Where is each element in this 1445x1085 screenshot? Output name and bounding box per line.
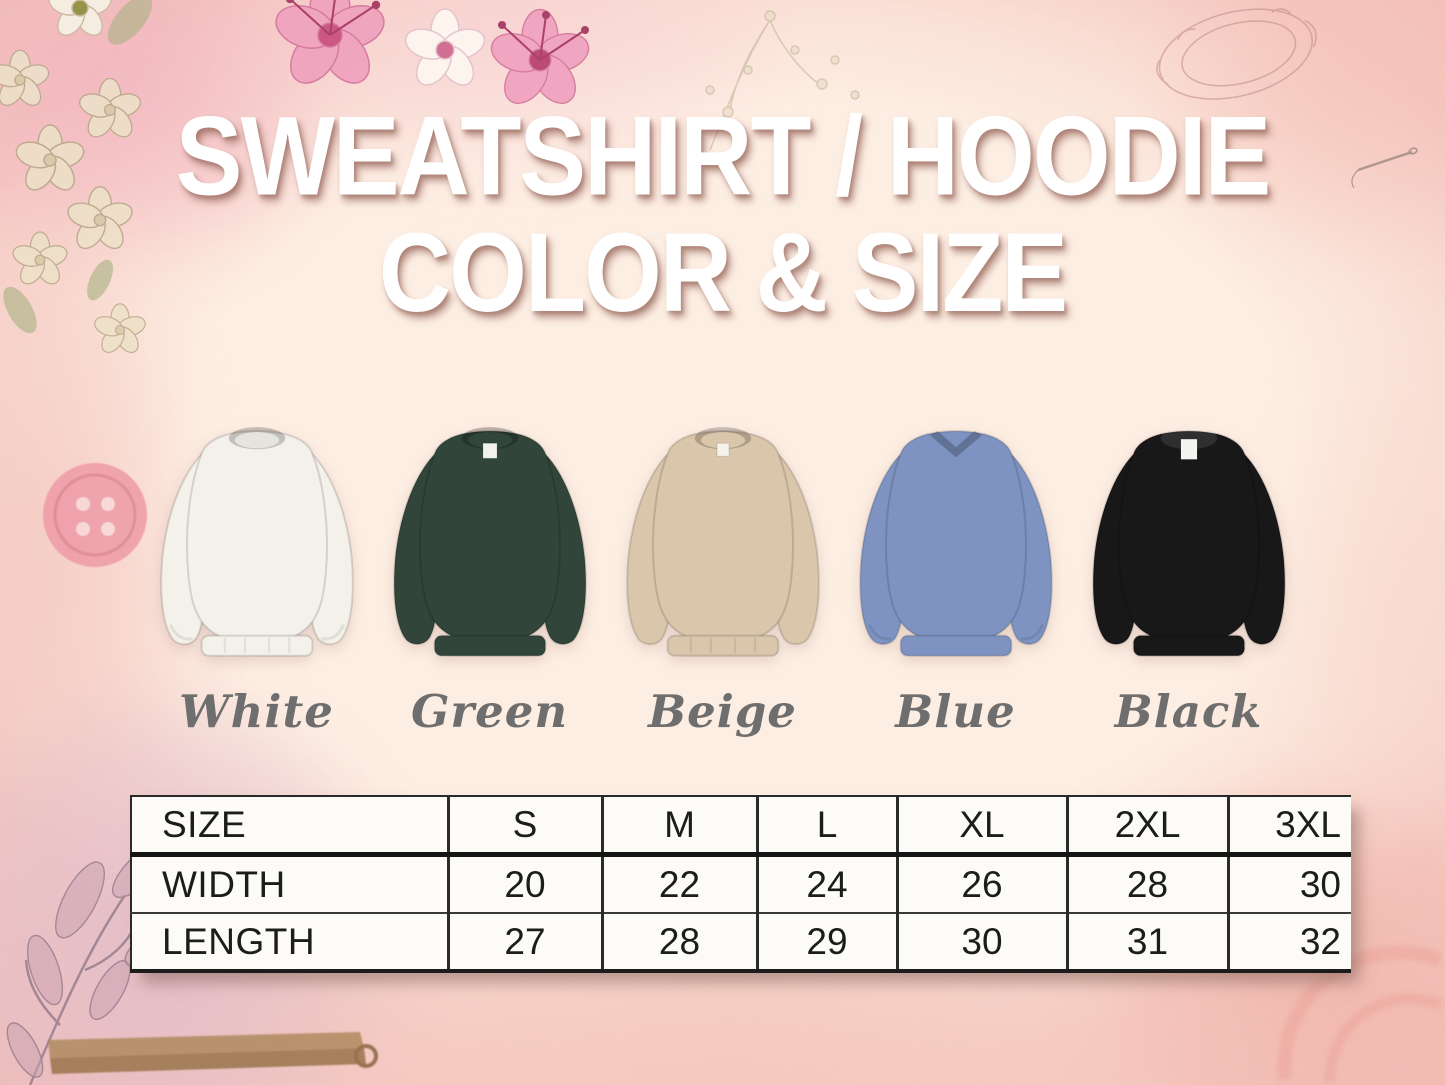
size-chart-cell: 28 [602,913,759,971]
size-chart-header-cell: 3XL [1228,796,1351,857]
page-title-line2: COLOR & SIZE [378,210,1068,336]
size-chart-cell: 26 [897,854,1069,914]
sweatshirt-image-green [392,427,587,657]
size-chart-cell: 32 [1299,920,1341,962]
product-card-green: Green [373,413,606,738]
page-title: SWEATSHIRT / HOODIE COLOR & SIZE [0,98,1445,331]
size-chart-width-row: WIDTH 20 22 24 26 28 30 [131,854,1351,914]
size-chart-cell: 30 [897,913,1069,971]
size-chart-header-cell: S [448,796,604,857]
size-chart-cell: 30 [1228,854,1351,914]
size-chart-header-cell: 2XL [1067,796,1230,857]
color-label-beige: Beige [648,685,797,738]
wooden-stick-icon [48,1032,378,1074]
color-label-blue: Blue [895,685,1016,738]
sweatshirt-image-white [159,427,354,657]
color-label-green: Green [410,685,569,738]
product-card-white: White [140,413,373,738]
sweatshirt-image-blue [858,430,1053,657]
page-title-line1: SWEATSHIRT / HOODIE [175,93,1272,219]
product-card-beige: Beige [606,413,839,738]
color-options-row: White Green [140,413,1305,738]
size-chart-row-label: LENGTH [131,913,450,971]
size-chart-header-cell: XL [897,796,1069,857]
size-chart-cell: 28 [1067,854,1230,914]
size-chart-header-cell: SIZE [131,796,450,857]
product-card-black: Black [1072,413,1305,738]
size-chart-row-label: WIDTH [131,854,450,914]
size-chart-cell: 24 [757,854,899,914]
size-chart-cell: 27 [448,913,604,971]
color-label-white: White [179,685,334,738]
product-card-blue: Blue [839,413,1072,738]
size-chart-cell: 22 [602,854,759,914]
sweatshirt-image-black [1091,427,1286,657]
sweatshirt-image-beige [625,427,820,657]
size-chart-cell: 20 [448,854,604,914]
size-chart-cell: 31 [1067,913,1230,971]
size-chart-header-row: SIZE S M L XL 2XL 3XL [131,796,1351,857]
size-chart-header-cell: M [602,796,759,857]
size-chart-table: SIZE S M L XL 2XL 3XL WIDTH 20 22 24 26 … [130,795,1351,973]
size-chart-length-row: LENGTH 27 28 29 30 31 32 [131,913,1351,971]
size-chart-cell: 29 [757,913,899,971]
size-chart-header-cell: L [757,796,899,857]
color-label-black: Black [1114,685,1263,738]
